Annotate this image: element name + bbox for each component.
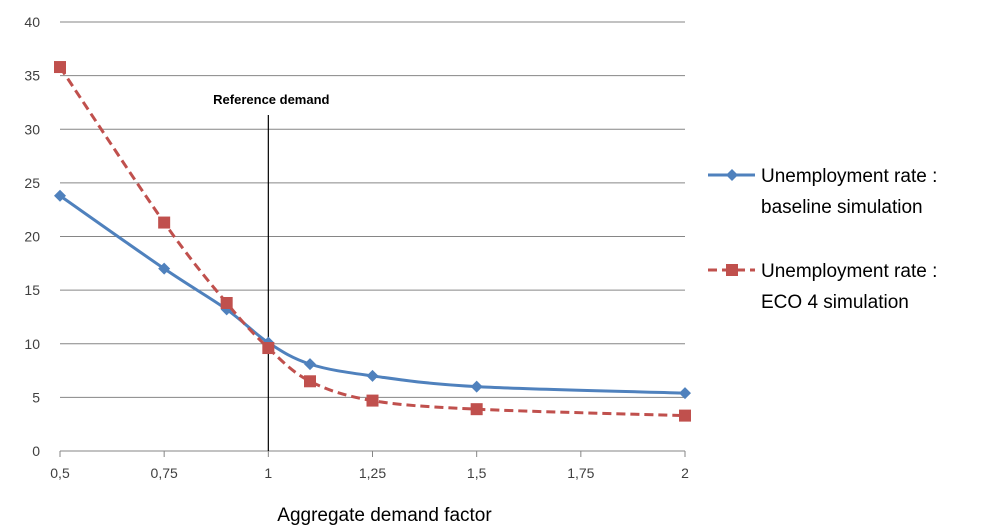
- x-axis: 0,5 0,75 1 1,25 1,5 1,75 2: [50, 450, 689, 481]
- series-group: [54, 61, 691, 422]
- series-line: [58, 66, 686, 418]
- y-tick-label: 25: [24, 175, 40, 191]
- x-tick-label: 0,5: [50, 465, 70, 481]
- data-point: [470, 380, 483, 393]
- legend-marker: [726, 169, 738, 181]
- legend-label: ECO 4 simulation: [761, 292, 909, 313]
- y-axis: 0 5 10 15 20 25 30 35 40: [24, 14, 40, 459]
- x-tick-label: 0,75: [151, 465, 178, 481]
- series-line: [59, 194, 686, 395]
- legend-label: baseline simulation: [761, 197, 923, 218]
- data-point: [304, 375, 316, 388]
- legend-label: Unemployment rate :: [761, 166, 937, 187]
- x-tick-label: 1,25: [359, 465, 386, 481]
- legend-marker: [726, 264, 738, 276]
- y-tick-label: 35: [24, 68, 40, 84]
- legend-label: Unemployment rate :: [761, 261, 937, 282]
- x-axis-label: Aggregate demand factor: [277, 505, 492, 526]
- x-tick-label: 2: [681, 465, 689, 481]
- data-point: [54, 61, 66, 74]
- y-tick-label: 15: [24, 282, 40, 298]
- y-tick-label: 10: [24, 336, 40, 352]
- data-point: [366, 394, 379, 407]
- series-2: [54, 61, 691, 422]
- grid-lines: [60, 21, 685, 398]
- data-point: [158, 262, 171, 275]
- x-tick-label: 1,75: [567, 465, 594, 481]
- data-point: [366, 369, 379, 382]
- reference-demand-label: Reference demand: [213, 92, 329, 107]
- data-point: [158, 216, 171, 229]
- data-point: [470, 403, 483, 416]
- reference-line: Reference demand: [213, 92, 330, 451]
- y-tick-label: 5: [32, 389, 40, 405]
- data-point: [54, 189, 66, 202]
- y-tick-label: 20: [24, 229, 40, 245]
- data-point: [304, 358, 316, 371]
- y-tick-label: 0: [32, 443, 40, 459]
- x-tick-label: 1: [264, 465, 272, 481]
- data-point: [220, 296, 233, 309]
- y-tick-label: 40: [24, 14, 40, 30]
- x-tick-label: 1,5: [467, 465, 487, 481]
- data-point: [679, 409, 691, 422]
- y-tick-label: 30: [24, 121, 40, 137]
- series-1: [54, 189, 691, 400]
- data-point: [679, 387, 691, 400]
- legend-item-2: Unemployment rate : ECO 4 simulation: [708, 261, 937, 313]
- legend: Unemployment rate :baseline simulationUn…: [708, 166, 937, 313]
- data-point: [262, 342, 275, 355]
- legend-item-1: Unemployment rate : baseline simulation: [708, 166, 937, 218]
